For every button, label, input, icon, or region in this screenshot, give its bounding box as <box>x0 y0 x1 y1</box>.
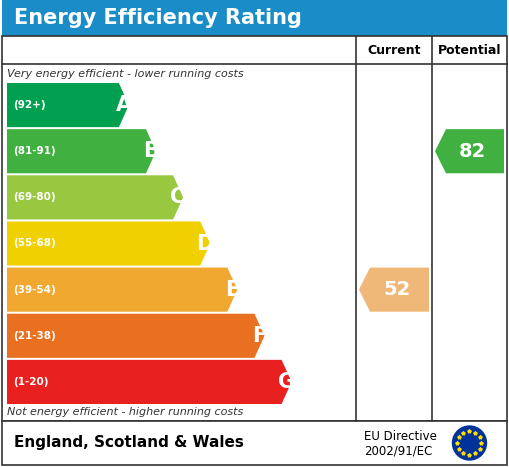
Polygon shape <box>7 314 265 358</box>
Text: A: A <box>116 95 132 115</box>
Circle shape <box>453 426 487 460</box>
Text: Not energy efficient - higher running costs: Not energy efficient - higher running co… <box>7 407 243 417</box>
Text: 52: 52 <box>383 280 410 299</box>
Text: Very energy efficient - lower running costs: Very energy efficient - lower running co… <box>7 69 244 79</box>
Text: (55-68): (55-68) <box>13 239 56 248</box>
Text: 2002/91/EC: 2002/91/EC <box>364 445 432 458</box>
Text: C: C <box>171 187 186 207</box>
Text: (1-20): (1-20) <box>13 377 48 387</box>
Text: (69-80): (69-80) <box>13 192 55 202</box>
Polygon shape <box>7 175 183 219</box>
Polygon shape <box>7 221 210 266</box>
Text: G: G <box>278 372 295 392</box>
Text: 82: 82 <box>459 142 486 161</box>
Text: (92+): (92+) <box>13 100 46 110</box>
Text: EU Directive: EU Directive <box>364 431 437 444</box>
Polygon shape <box>7 360 292 404</box>
Text: England, Scotland & Wales: England, Scotland & Wales <box>14 436 244 451</box>
Text: (21-38): (21-38) <box>13 331 56 341</box>
Bar <box>2 421 507 465</box>
Text: D: D <box>196 234 214 254</box>
Text: (81-91): (81-91) <box>13 146 55 156</box>
Polygon shape <box>7 129 156 173</box>
Text: (39-54): (39-54) <box>13 285 56 295</box>
Text: F: F <box>252 326 267 346</box>
Text: B: B <box>143 141 159 161</box>
Polygon shape <box>7 268 237 311</box>
Polygon shape <box>359 268 429 311</box>
Bar <box>2 0 507 36</box>
Text: Current: Current <box>367 43 421 57</box>
Text: Energy Efficiency Rating: Energy Efficiency Rating <box>14 8 302 28</box>
Text: Potential: Potential <box>438 43 501 57</box>
Polygon shape <box>435 129 504 173</box>
Polygon shape <box>7 83 129 127</box>
Bar <box>2 36 507 421</box>
Text: E: E <box>225 280 239 300</box>
